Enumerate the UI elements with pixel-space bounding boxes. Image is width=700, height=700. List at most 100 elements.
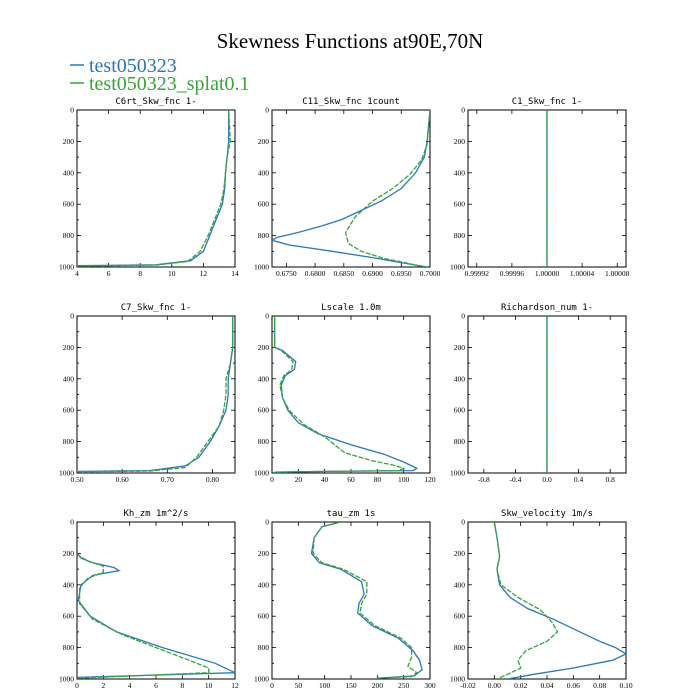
x-tick-label: 0.50 [70,475,83,484]
y-tick-label: 600 [454,406,466,415]
y-tick-label: 1000 [450,263,465,272]
x-tick-label: -0.02 [460,681,476,690]
x-tick-label: 200 [372,681,384,690]
x-tick-label: 8 [180,681,184,690]
series-line-test050323 [273,316,419,473]
y-tick-label: 400 [454,580,466,589]
panel-title: C6rt_Skw_fnc 1- [115,97,196,107]
x-tick-label: 0.6900 [362,269,383,278]
x-tick-label: 0.6750 [276,269,297,278]
legend: test050323 test050323_splat0.1 [70,55,250,95]
series-line-test050323 [77,316,234,473]
x-tick-label: -0.4 [509,475,521,484]
plot-frame [467,521,627,680]
x-tick-label: 0.10 [619,681,632,690]
y-tick-label: 1000 [254,469,269,478]
y-tick-label: 400 [454,168,466,177]
y-tick-label: 600 [454,612,466,621]
panel-6: Richardson_num 1- 0 200 400 600 800 1000 -0.8 -0… [450,303,627,484]
panel-title: C11_Skw_fnc 1count [302,97,400,107]
y-tick-label: 800 [63,437,75,446]
y-tick-label: 0 [70,518,74,527]
panel-title: Richardson_num 1- [501,303,593,313]
y-tick-label: 400 [63,168,75,177]
x-tick-label: 0.60 [116,475,129,484]
series-line-splat [77,552,210,679]
y-tick-label: 0 [265,312,269,321]
x-tick-label: 80 [374,475,382,484]
plot-frame [271,521,431,680]
y-tick-label: 200 [454,343,466,352]
y-tick-label: 0 [461,106,465,115]
y-tick-label: 800 [258,643,270,652]
series-line-test050323 [272,110,430,267]
figure-title: Skewness Functions at90E,70N [217,29,484,53]
x-tick-label: -0.8 [478,475,490,484]
x-tick-label: 60 [347,475,355,484]
x-tick-label: 0 [270,681,274,690]
y-tick-label: 400 [454,374,466,383]
panel-title: tau_zm 1s [327,509,376,519]
legend-label-0: test050323 [89,55,177,77]
y-tick-label: 400 [258,168,270,177]
y-tick-label: 800 [454,437,466,446]
y-tick-label: 800 [454,643,466,652]
y-tick-label: 400 [258,580,270,589]
plot-frame [76,315,236,474]
x-tick-label: 4 [128,681,132,690]
x-tick-label: 1.00000 [535,269,560,278]
x-tick-label: 150 [345,681,357,690]
x-tick-label: 0.08 [593,681,606,690]
x-tick-label: 0.04 [540,681,553,690]
x-tick-label: 40 [321,475,329,484]
y-tick-label: 800 [258,231,270,240]
y-tick-label: 200 [454,549,466,558]
y-tick-label: 600 [258,612,270,621]
y-tick-label: 1000 [450,469,465,478]
y-tick-label: 200 [63,343,75,352]
x-tick-label: 0.6800 [305,269,326,278]
y-tick-label: 200 [63,137,75,146]
y-tick-label: 1000 [59,469,74,478]
series-line-test050323 [493,522,626,679]
x-tick-label: 100 [319,681,331,690]
series-line-splat [493,522,559,679]
x-tick-label: 1.00008 [605,269,630,278]
y-tick-label: 200 [454,137,466,146]
x-tick-label: 0.6950 [391,269,412,278]
x-tick-label: 2 [101,681,105,690]
panel-title: Lscale 1.0m [321,303,381,313]
x-tick-label: 0.99996 [500,269,525,278]
series-line-splat [312,522,418,679]
x-tick-label: 0.8 [606,475,616,484]
series-line-splat [77,316,234,473]
x-tick-label: 0.80 [206,475,219,484]
panel-title: C7_Skw_fnc 1- [121,303,191,313]
y-tick-label: 0 [461,518,465,527]
y-tick-label: 800 [63,231,75,240]
plot-frame [271,315,431,474]
x-tick-label: 14 [231,269,239,278]
x-tick-label: 0.70 [161,475,174,484]
plot-frame [76,521,236,680]
x-tick-label: 10 [168,269,176,278]
y-tick-label: 0 [461,312,465,321]
y-tick-label: 800 [258,437,270,446]
y-tick-label: 0 [265,106,269,115]
y-tick-label: 600 [258,200,270,209]
x-tick-label: 0.4 [574,475,584,484]
y-tick-label: 800 [63,643,75,652]
x-tick-label: 0 [75,681,79,690]
y-tick-label: 1000 [59,675,74,684]
x-tick-label: 0.99992 [465,269,490,278]
panel-title: Kh_zm 1m^2/s [123,509,188,519]
y-tick-label: 400 [63,374,75,383]
x-tick-label: 120 [424,475,436,484]
y-tick-label: 800 [454,231,466,240]
series-line-test050323 [310,522,423,679]
y-tick-label: 0 [265,518,269,527]
